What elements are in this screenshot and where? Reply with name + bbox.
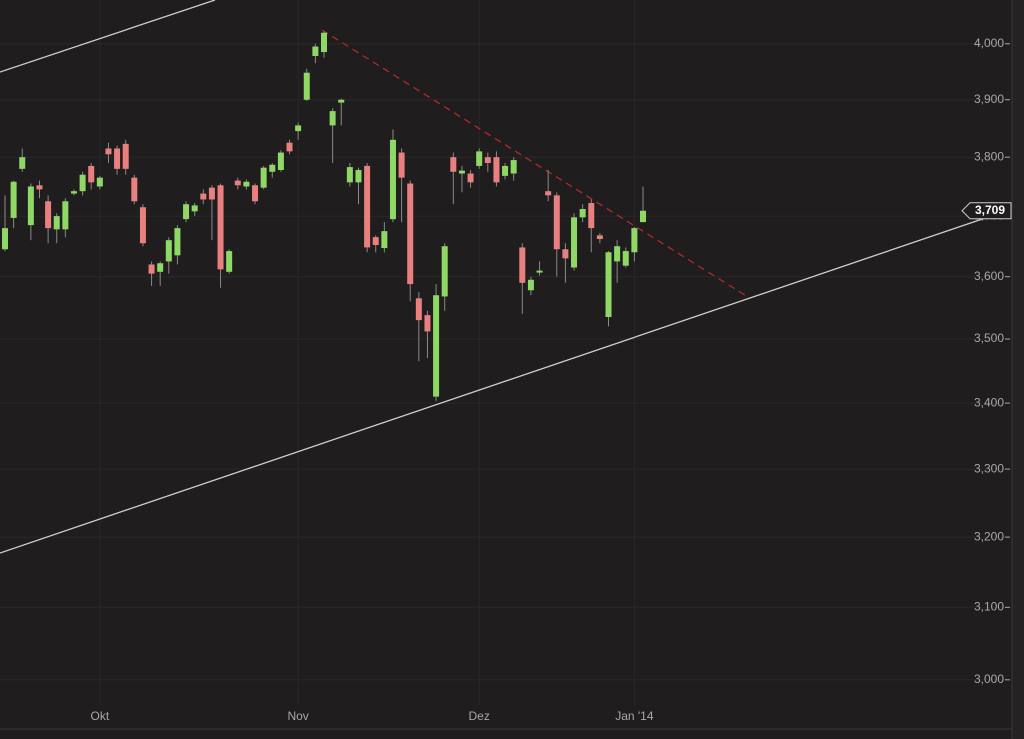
candle-body xyxy=(286,142,293,152)
candle-body xyxy=(2,228,8,250)
candle-body xyxy=(346,167,353,183)
candle-body xyxy=(45,201,52,229)
y-tick-label: 3,600 xyxy=(974,269,1004,283)
candle-body xyxy=(157,263,164,272)
candle-body xyxy=(381,231,388,249)
candle-body xyxy=(493,157,500,183)
candle-body xyxy=(467,173,474,183)
y-tick-label: 3,200 xyxy=(974,529,1004,543)
y-tick-label: 3,300 xyxy=(974,461,1004,475)
candle-body xyxy=(191,205,198,212)
candle-body xyxy=(536,270,543,273)
candle-body xyxy=(441,246,448,297)
candle-body xyxy=(329,111,336,126)
candle-body xyxy=(588,203,595,229)
y-tick-label: 3,400 xyxy=(974,395,1004,409)
candle-body xyxy=(355,170,362,183)
candle-body xyxy=(562,249,569,259)
side-panel xyxy=(1012,0,1024,739)
candle-body xyxy=(631,228,638,253)
candle-body xyxy=(217,185,224,270)
candle-body xyxy=(208,187,215,200)
candle-body xyxy=(407,183,414,285)
candle-body xyxy=(571,217,578,268)
candle-body xyxy=(10,181,17,218)
candle-body xyxy=(502,165,509,176)
y-tick-label: 3,500 xyxy=(974,331,1004,345)
candle-body xyxy=(614,246,621,262)
candle-body xyxy=(105,148,112,155)
candle-body xyxy=(122,143,129,169)
candle-body xyxy=(88,165,95,183)
candle-body xyxy=(545,191,552,196)
y-tick-label: 3,100 xyxy=(974,599,1004,613)
candle-body xyxy=(433,295,440,397)
last-price-label: 3,709 xyxy=(975,203,1005,217)
candle-body xyxy=(234,180,241,186)
candle-body xyxy=(596,235,603,239)
x-tick-label: Nov xyxy=(287,709,308,723)
candle-body xyxy=(605,252,612,317)
candle-body xyxy=(27,186,34,226)
candle-body xyxy=(295,125,302,132)
candle-body xyxy=(579,208,586,218)
candle-body xyxy=(527,279,534,291)
candle-body xyxy=(70,191,77,194)
candle-body xyxy=(252,185,259,202)
candle-body xyxy=(36,185,43,190)
candle-body xyxy=(303,72,310,100)
candle-body xyxy=(338,99,345,103)
candle-body xyxy=(364,165,371,248)
candle-body xyxy=(415,298,422,321)
candle-body xyxy=(312,46,319,56)
candle-body xyxy=(424,315,431,332)
candle-body xyxy=(174,228,181,256)
candle-body xyxy=(139,207,146,244)
candle-body xyxy=(148,264,155,274)
x-tick-label: Dez xyxy=(469,709,490,723)
y-tick-label: 4,000 xyxy=(974,36,1004,50)
candle-body xyxy=(476,151,483,166)
candle-body xyxy=(260,167,267,188)
candle-body xyxy=(622,251,629,266)
candle-body xyxy=(62,201,69,230)
candle-body xyxy=(200,193,207,200)
last-price-tag xyxy=(961,202,1012,220)
candle-body xyxy=(321,32,327,53)
candle-body xyxy=(19,157,26,169)
candle-body xyxy=(53,216,60,230)
candle-body xyxy=(96,177,103,187)
candle-body xyxy=(640,210,646,223)
y-tick-label: 3,900 xyxy=(974,92,1004,106)
candle-body xyxy=(277,152,284,171)
candle-body xyxy=(389,139,396,220)
candle-body xyxy=(165,240,172,262)
candle-body xyxy=(131,177,138,202)
candle-body xyxy=(553,195,560,250)
candle-body xyxy=(114,148,121,169)
y-tick-label: 3,000 xyxy=(974,672,1004,686)
candle-body xyxy=(510,160,517,174)
candle-body xyxy=(79,174,86,192)
candle-body xyxy=(398,152,405,178)
candle-body xyxy=(226,251,233,272)
candle-body xyxy=(243,181,250,187)
candle-body xyxy=(450,157,457,172)
trend-line xyxy=(0,212,1001,554)
candle-body xyxy=(183,204,190,220)
candle-body xyxy=(458,170,465,174)
y-tick-label: 3,800 xyxy=(974,149,1004,163)
x-tick-label: Jan '14 xyxy=(615,709,654,723)
trend-line xyxy=(0,0,216,73)
candle-body xyxy=(484,157,491,164)
candle-body xyxy=(519,247,526,283)
x-tick-label: Okt xyxy=(91,709,110,723)
candle-body xyxy=(269,164,276,172)
candle-body xyxy=(372,237,379,246)
